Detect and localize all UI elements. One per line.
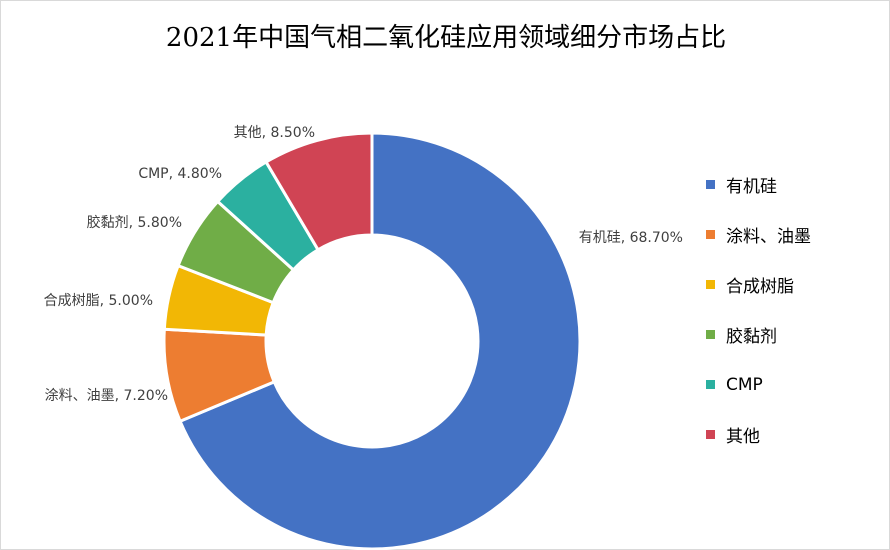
legend-item-1: 有机硅	[706, 172, 811, 197]
legend-label: 涂料、油墨	[726, 227, 811, 247]
data-label-5: CMP, 4.80%	[138, 166, 222, 182]
legend-label: 胶黏剂	[726, 327, 777, 347]
legend-label: CMP	[726, 374, 763, 395]
donut-slice-1	[178, 131, 582, 550]
legend-label: 其他	[726, 427, 760, 447]
legend-item-2: 涂料、油墨	[706, 222, 811, 247]
chart-legend: 有机硅涂料、油墨合成树脂胶黏剂 CMP 其他	[706, 172, 811, 472]
legend-item-6: 其他	[706, 422, 811, 447]
legend-label: 有机硅	[726, 177, 777, 197]
legend-swatch	[706, 330, 715, 339]
legend-swatch	[706, 280, 715, 289]
legend-label: 合成树脂	[726, 277, 794, 297]
legend-swatch	[706, 180, 715, 189]
data-label-1: 有机硅, 68.70%	[579, 230, 683, 246]
legend-swatch	[706, 230, 715, 239]
chart-title: 2021年中国气相二氧化硅应用领域细分市场占比	[165, 23, 727, 53]
legend-item-3: 合成树脂	[706, 272, 811, 297]
data-label-6: 其他, 8.50%	[234, 125, 315, 141]
legend-item-5: CMP	[706, 372, 811, 397]
legend-swatch	[706, 430, 715, 439]
data-label-2: 涂料、油墨, 7.20%	[45, 388, 168, 404]
legend-swatch	[706, 380, 715, 389]
data-label-3: 合成树脂, 5.00%	[44, 293, 153, 309]
data-label-4: 胶黏剂, 5.80%	[87, 214, 182, 231]
donut-slice-6	[264, 131, 374, 252]
legend-item-4: 胶黏剂	[706, 322, 811, 347]
